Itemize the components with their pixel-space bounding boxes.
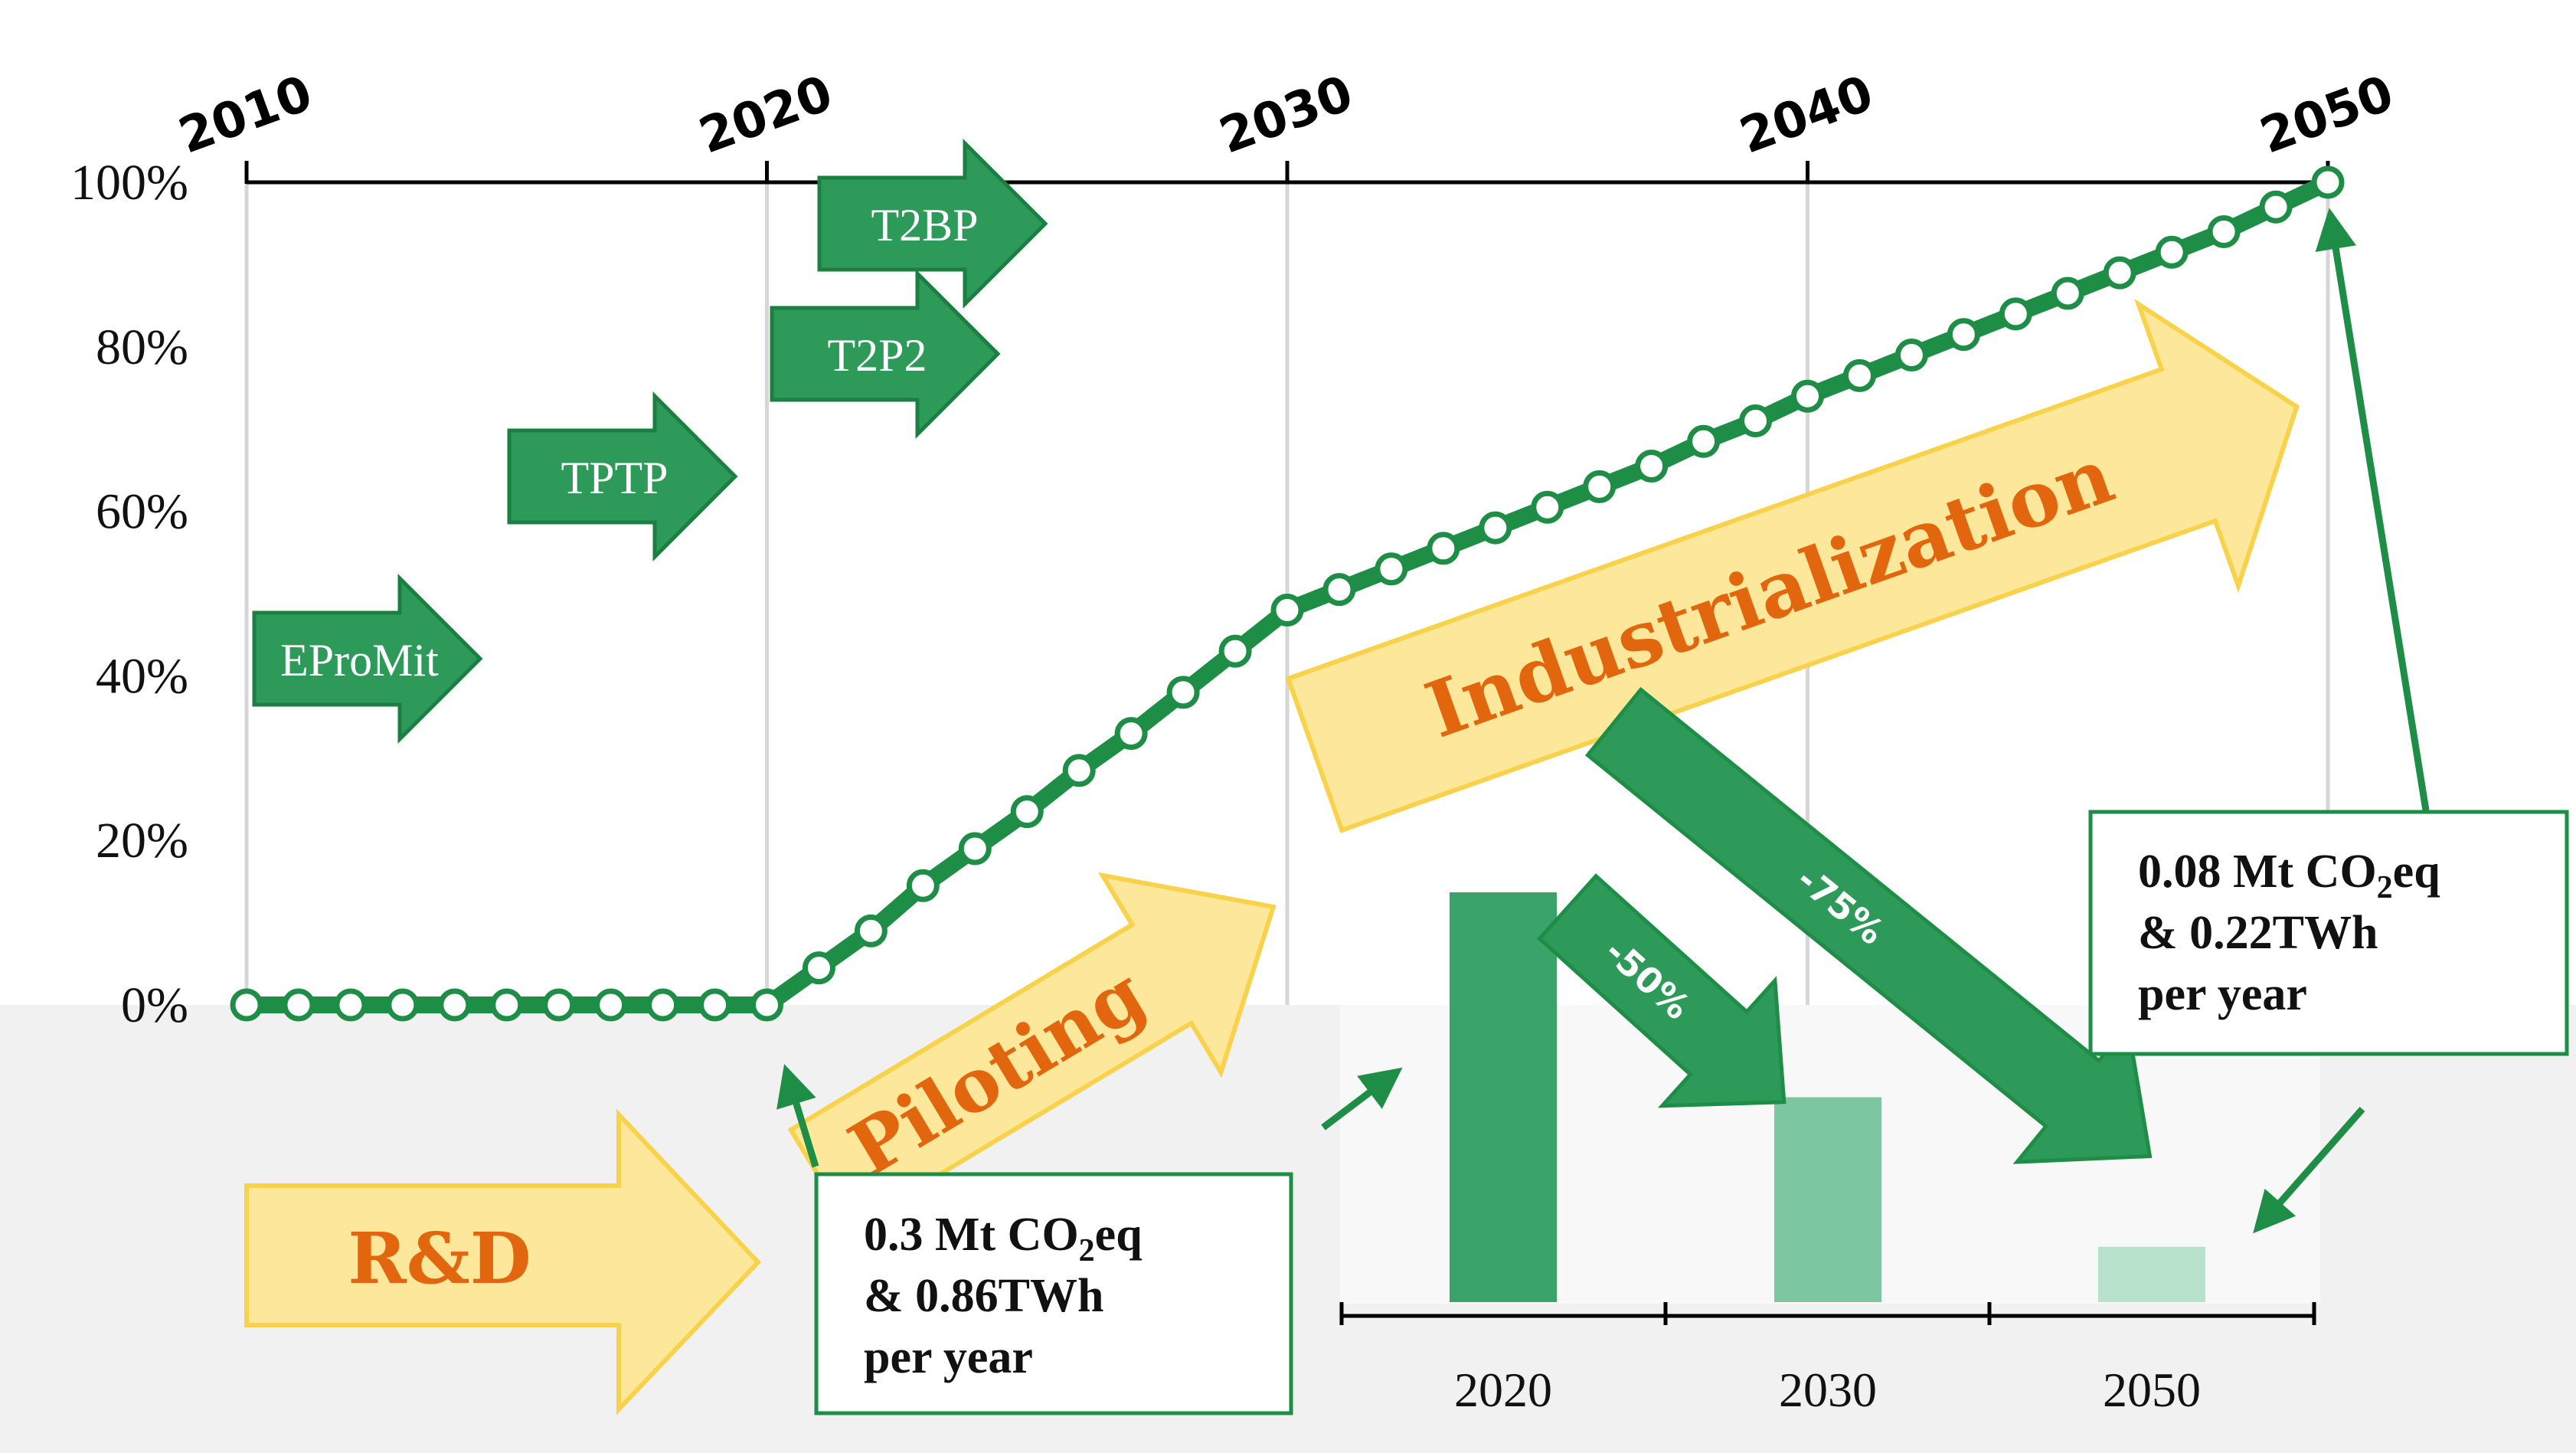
adoption-point-2040 xyxy=(1791,379,1824,413)
project-arrow-epromit xyxy=(252,573,483,744)
adoption-point-2011 xyxy=(282,988,315,1022)
bar-label-2030: 2030 xyxy=(1779,1363,1877,1417)
bar-2020 xyxy=(1450,892,1557,1302)
bar-label-2020: 2020 xyxy=(1454,1363,1552,1417)
end-callout-line1: 0.08 Mt CO2eq xyxy=(2138,846,2440,905)
start-callout: 0.3 Mt CO2eq & 0.86TWh per year xyxy=(814,1172,1293,1415)
adoption-point-2037 xyxy=(1635,450,1669,483)
end-callout: 0.08 Mt CO2eq & 0.22TWh per year xyxy=(2088,810,2569,1056)
adoption-point-2012 xyxy=(334,988,368,1022)
adoption-point-2045 xyxy=(2051,277,2084,310)
adoption-point-2029 xyxy=(1218,634,1252,668)
phase-rnd-arrow xyxy=(244,1108,762,1415)
adoption-point-2015 xyxy=(490,988,524,1022)
y-tick-80: 80% xyxy=(96,319,188,375)
y-tick-100: 100% xyxy=(70,155,188,211)
adoption-point-2039 xyxy=(1739,404,1773,437)
bar-label-2050: 2050 xyxy=(2103,1363,2201,1417)
adoption-point-2047 xyxy=(2155,235,2189,269)
adoption-point-2013 xyxy=(386,988,420,1022)
adoption-point-2046 xyxy=(2103,256,2136,290)
adoption-point-2043 xyxy=(1947,318,1980,352)
adoption-point-2049 xyxy=(2259,190,2293,224)
end-connector-arrow xyxy=(2315,208,2430,811)
adoption-point-2019 xyxy=(698,988,732,1022)
bar-axis-labels: 2020 2030 2050 xyxy=(1454,1363,2201,1417)
project-arrow-t2bp xyxy=(817,138,1048,309)
end-bar-connector-arrow xyxy=(2253,1107,2365,1234)
adoption-point-2016 xyxy=(542,988,576,1022)
adoption-point-2044 xyxy=(1999,297,2032,331)
phase-rnd: R&D xyxy=(244,1108,762,1415)
start-callout-line2: & 0.86TWh xyxy=(864,1270,1103,1322)
project-label-t2p2: T2P2 xyxy=(827,330,927,381)
end-callout-line2: & 0.22TWh xyxy=(2138,907,2378,959)
adoption-point-2022 xyxy=(854,914,888,947)
y-tick-60: 60% xyxy=(96,484,188,540)
adoption-point-2023 xyxy=(906,869,940,902)
adoption-line xyxy=(230,165,2345,1022)
project-arrow-t2p2 xyxy=(770,268,1001,440)
start-callout-line3: per year xyxy=(864,1331,1033,1383)
project-label-epromit: EProMit xyxy=(280,635,439,686)
adoption-point-2020 xyxy=(750,988,783,1022)
adoption-point-2035 xyxy=(1531,490,1564,524)
adoption-point-2024 xyxy=(958,832,992,866)
adoption-point-2014 xyxy=(438,988,472,1022)
start-callout-line1: 0.3 Mt CO2eq xyxy=(864,1209,1143,1268)
bar-2030 xyxy=(1774,1097,1881,1302)
adoption-point-2026 xyxy=(1062,754,1096,787)
adoption-point-2017 xyxy=(594,988,628,1022)
y-tick-0: 0% xyxy=(121,977,188,1033)
adoption-point-2028 xyxy=(1166,676,1200,709)
project-label-tptp: TPTP xyxy=(561,453,668,503)
bar-axis-ticks xyxy=(1339,1302,2316,1325)
y-tick-20: 20% xyxy=(96,813,188,869)
adoption-point-2036 xyxy=(1583,470,1617,503)
adoption-point-2030 xyxy=(1270,593,1304,627)
adoption-point-2038 xyxy=(1687,424,1721,458)
adoption-point-2033 xyxy=(1427,532,1460,565)
adoption-point-2031 xyxy=(1322,573,1356,607)
adoption-point-2032 xyxy=(1375,552,1408,586)
adoption-point-2027 xyxy=(1114,717,1148,751)
adoption-point-2025 xyxy=(1010,795,1044,829)
adoption-point-2018 xyxy=(646,988,680,1022)
bars xyxy=(1450,892,2205,1302)
adoption-point-2048 xyxy=(2207,214,2241,248)
adoption-point-2042 xyxy=(1894,339,1928,372)
bar-2050 xyxy=(2098,1246,2205,1302)
project-arrows: EProMit TPTP T2P2 T2BP xyxy=(252,138,1048,744)
project-arrow-tptp xyxy=(507,391,738,562)
start-connector-arrow xyxy=(776,1064,819,1168)
y-axis-labels: 0% 20% 40% 60% 80% 100% xyxy=(70,155,188,1033)
y-tick-40: 40% xyxy=(96,648,188,704)
adoption-point-2034 xyxy=(1479,511,1512,545)
adoption-point-2041 xyxy=(1842,358,1876,392)
adoption-point-2050 xyxy=(2311,165,2345,199)
adoption-point-2021 xyxy=(802,951,835,985)
end-callout-line3: per year xyxy=(2138,968,2307,1020)
phase-rnd-label: R&D xyxy=(348,1217,531,1300)
phase-industrialization-arrow xyxy=(1285,298,2300,833)
bar-connector-arrow xyxy=(1321,1067,1403,1131)
adoption-point-2010 xyxy=(230,988,263,1022)
reduction-50-arrow xyxy=(1537,873,1787,1108)
project-label-t2bp: T2BP xyxy=(871,200,978,250)
